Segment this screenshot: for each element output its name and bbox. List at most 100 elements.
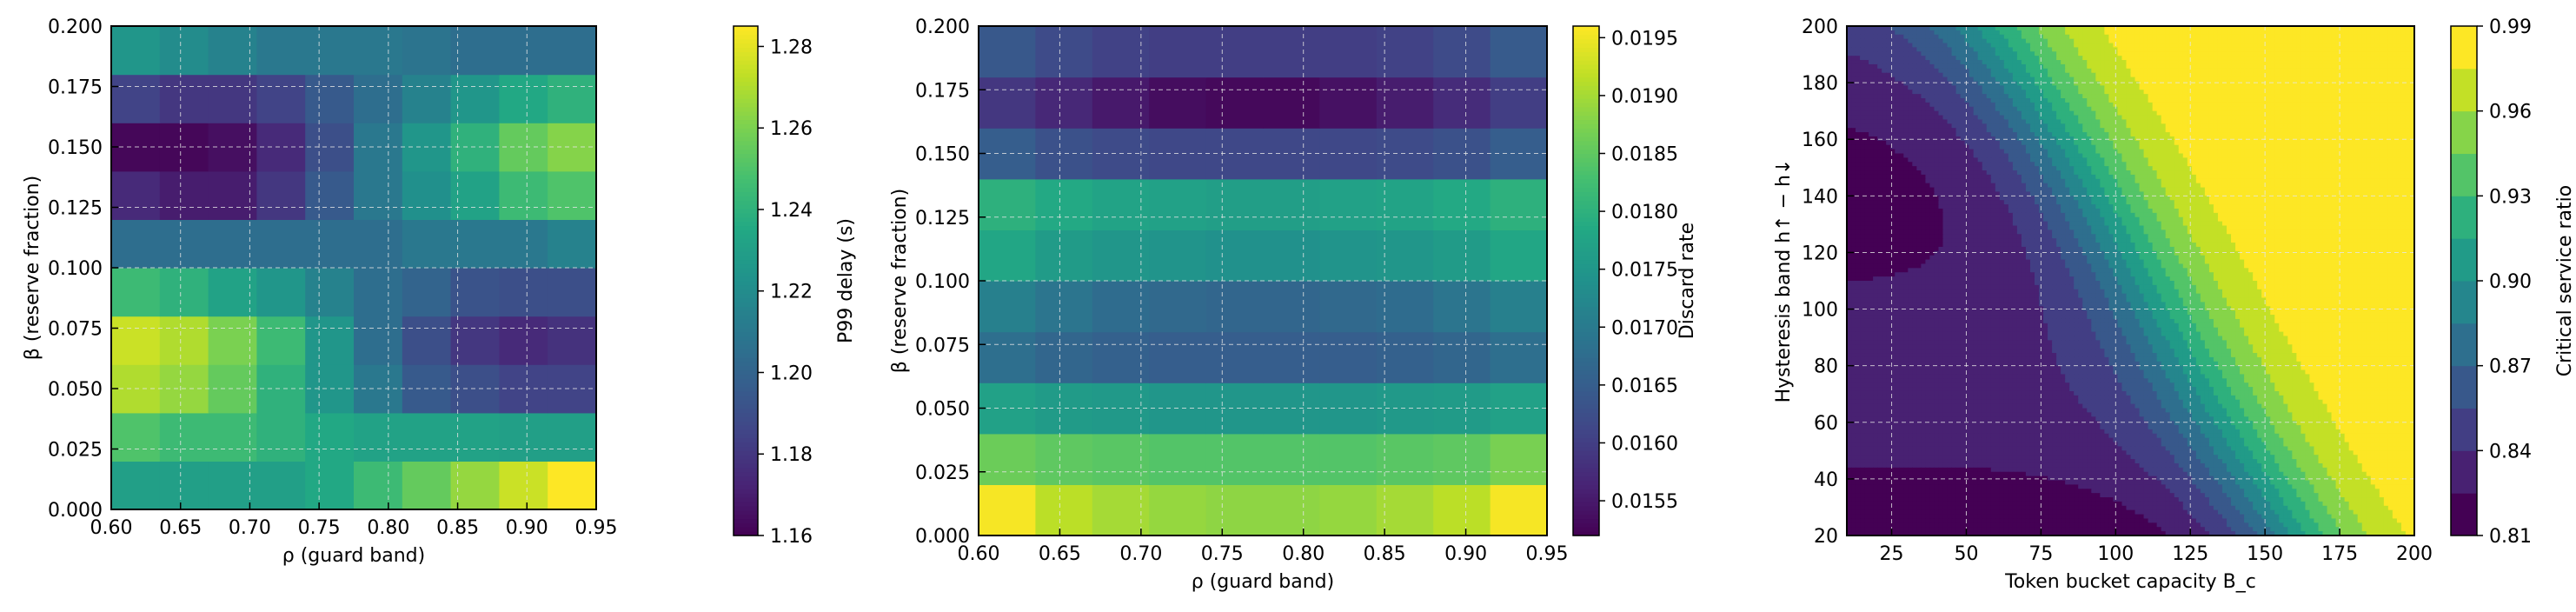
contour-cell (2117, 90, 2122, 94)
contour-cell (2222, 73, 2227, 77)
contour-cell (2227, 60, 2232, 64)
contour-cell (2069, 30, 2075, 35)
contour-cell (2126, 166, 2131, 170)
contour-cell (1987, 103, 1992, 107)
contour-cell (2144, 94, 2149, 98)
contour-cell (2388, 145, 2393, 150)
contour-cell (2406, 157, 2411, 162)
contour-cell (1965, 81, 1970, 85)
contour-cell (1925, 39, 1930, 43)
contour-cell (1974, 56, 1979, 60)
contour-cell (2209, 73, 2214, 77)
contour-cell (2166, 136, 2171, 141)
contour-cell (2318, 141, 2323, 145)
contour-cell (2205, 166, 2210, 170)
colorbar-segment (734, 276, 758, 281)
contour-cell (1869, 43, 1874, 48)
contour-cell (2244, 123, 2249, 128)
contour-cell (2388, 150, 2393, 154)
contour-cell (2362, 103, 2367, 107)
contour-cell (1995, 35, 2001, 39)
contour-cell (2218, 77, 2223, 82)
contour-cell (1882, 166, 1887, 170)
colorbar-segment (1573, 51, 1599, 56)
contour-cell (2091, 73, 2096, 77)
contour-cell (2022, 111, 2027, 116)
contour-cell (2266, 73, 2271, 77)
contour-cell (2235, 107, 2241, 111)
contour-cell (2287, 136, 2293, 141)
contour-cell (2384, 51, 2389, 56)
contour-cell (2056, 116, 2061, 120)
contour-cell (1995, 64, 2001, 69)
contour-cell (1934, 119, 1939, 123)
contour-cell (2140, 56, 2145, 60)
colorbar-segment (734, 94, 758, 98)
contour-cell (1969, 51, 1975, 56)
contour-cell (2244, 145, 2249, 150)
contour-cell (2082, 157, 2088, 162)
contour-cell (2017, 128, 2022, 132)
colorbar-segment (734, 421, 758, 425)
contour-cell (2222, 166, 2227, 170)
contour-cell (1908, 128, 1913, 132)
heatmap-cell (402, 413, 451, 462)
contour-cell (2300, 90, 2306, 94)
contour-cell (2140, 103, 2145, 107)
contour-cell (1873, 128, 1878, 132)
contour-cell (2022, 51, 2027, 56)
contour-cell (1864, 77, 1869, 82)
contour-cell (1961, 119, 1966, 123)
contour-cell (2179, 136, 2184, 141)
contour-cell (2082, 56, 2088, 60)
contour-cell (2327, 90, 2333, 94)
contour-cell (2157, 145, 2162, 150)
contour-cell (2100, 60, 2105, 64)
contour-cell (2244, 94, 2249, 98)
contour-cell (2406, 136, 2411, 141)
contour-cell (2030, 64, 2035, 69)
heatmap-cell (1433, 332, 1490, 383)
contour-cell (2367, 136, 2372, 141)
contour-cell (1934, 154, 1939, 158)
colorbar-segment (1573, 459, 1599, 463)
contour-cell (1873, 166, 1878, 170)
contour-cell (2121, 136, 2127, 141)
contour-cell (2371, 107, 2376, 111)
contour-cell (2292, 30, 2297, 35)
contour-cell (2283, 81, 2288, 85)
contour-cell (2270, 94, 2275, 98)
colorbar-segment (734, 382, 758, 387)
contour-cell (2323, 132, 2328, 136)
contour-cell (2214, 132, 2219, 136)
contour-cell (1877, 60, 1882, 64)
contour-cell (1938, 136, 1943, 141)
contour-cell (1934, 51, 1939, 56)
heatmap-cell (1206, 77, 1264, 129)
contour-cell (1934, 145, 1939, 150)
contour-cell (2148, 56, 2154, 60)
contour-cell (2354, 157, 2359, 162)
contour-cell (2013, 111, 2018, 116)
contour-cell (2384, 128, 2389, 132)
contour-cell (2283, 60, 2288, 64)
contour-cell (2300, 132, 2306, 136)
colorbar-segment (1573, 429, 1599, 434)
contour-cell (2253, 94, 2258, 98)
contour-cell (1921, 90, 1926, 94)
heatmap-cell (1206, 434, 1264, 485)
contour-cell (2227, 103, 2232, 107)
y-tick-label: 0.150 (48, 137, 103, 159)
contour-cell (2061, 98, 2066, 103)
contour-cell (2108, 47, 2114, 51)
contour-cell (2218, 116, 2223, 120)
contour-cell (2052, 77, 2057, 82)
contour-cell (2030, 107, 2035, 111)
contour-cell (2371, 77, 2376, 82)
colorbar-segment (1573, 209, 1599, 213)
contour-cell (2022, 77, 2027, 82)
contour-cell (2214, 150, 2219, 154)
contour-cell (2283, 69, 2288, 73)
contour-cell (2287, 116, 2293, 120)
x-tick-label: 0.90 (506, 517, 548, 539)
